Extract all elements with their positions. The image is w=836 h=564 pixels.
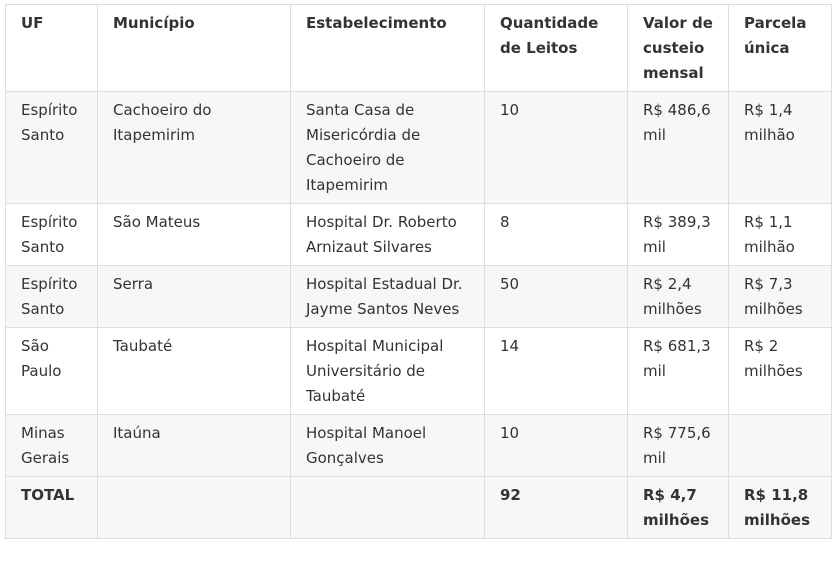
table-row: Minas Gerais Itaúna Hospital Manoel Gonç…: [5, 414, 832, 477]
table-header: UF Município Estabelecimento Quantidade …: [5, 4, 832, 92]
cell-estabelecimento: Santa Casa de Misericórdia de Cachoeiro …: [290, 91, 485, 204]
cell-custeio: R$ 775,6 mil: [627, 414, 729, 477]
cell-municipio: Taubaté: [97, 327, 291, 415]
cell-estabelecimento: Hospital Estadual Dr. Jayme Santos Neves: [290, 265, 485, 328]
cell-municipio: Cachoeiro do Itapemirim: [97, 91, 291, 204]
cell-custeio: R$ 486,6 mil: [627, 91, 729, 204]
cell-estabelecimento: Hospital Manoel Gonçalves: [290, 414, 485, 477]
header-row: UF Município Estabelecimento Quantidade …: [5, 4, 832, 92]
cell-municipio: Itaúna: [97, 414, 291, 477]
cell-uf: Minas Gerais: [5, 414, 98, 477]
header-valor-custeio: Valor de custeio mensal: [627, 4, 729, 92]
table-body: Espírito Santo Cachoeiro do Itapemirim S…: [5, 91, 832, 477]
cell-leitos: 10: [484, 414, 628, 477]
header-estabelecimento: Estabelecimento: [290, 4, 485, 92]
cell-leitos: 8: [484, 203, 628, 266]
cell-custeio: R$ 389,3 mil: [627, 203, 729, 266]
cell-parcela: R$ 2 milhões: [728, 327, 832, 415]
header-municipio: Município: [97, 4, 291, 92]
cell-custeio: R$ 681,3 mil: [627, 327, 729, 415]
total-label: TOTAL: [5, 476, 98, 539]
cell-custeio: R$ 2,4 milhões: [627, 265, 729, 328]
table-row: Espírito Santo Serra Hospital Estadual D…: [5, 265, 832, 328]
hospital-beds-table: UF Município Estabelecimento Quantidade …: [5, 4, 832, 539]
table-row: São Paulo Taubaté Hospital Municipal Uni…: [5, 327, 832, 415]
cell-uf: Espírito Santo: [5, 203, 98, 266]
table-row: Espírito Santo Cachoeiro do Itapemirim S…: [5, 91, 832, 204]
cell-uf: Espírito Santo: [5, 91, 98, 204]
header-parcela-unica: Parcela única: [728, 4, 832, 92]
total-leitos: 92: [484, 476, 628, 539]
table-footer: TOTAL 92 R$ 4,7 milhões R$ 11,8 milhões: [5, 476, 832, 539]
total-parcela: R$ 11,8 milhões: [728, 476, 832, 539]
cell-estabelecimento: Hospital Municipal Universitário de Taub…: [290, 327, 485, 415]
cell-municipio: Serra: [97, 265, 291, 328]
header-quantidade-leitos: Quantidade de Leitos: [484, 4, 628, 92]
total-row: TOTAL 92 R$ 4,7 milhões R$ 11,8 milhões: [5, 476, 832, 539]
header-uf: UF: [5, 4, 98, 92]
cell-parcela: R$ 7,3 milhões: [728, 265, 832, 328]
cell-uf: Espírito Santo: [5, 265, 98, 328]
total-municipio: [97, 476, 291, 539]
cell-parcela: R$ 1,4 milhão: [728, 91, 832, 204]
total-estabelecimento: [290, 476, 485, 539]
cell-estabelecimento: Hospital Dr. Roberto Arnizaut Silvares: [290, 203, 485, 266]
table-row: Espírito Santo São Mateus Hospital Dr. R…: [5, 203, 832, 266]
cell-leitos: 14: [484, 327, 628, 415]
total-custeio: R$ 4,7 milhões: [627, 476, 729, 539]
cell-leitos: 10: [484, 91, 628, 204]
cell-municipio: São Mateus: [97, 203, 291, 266]
cell-uf: São Paulo: [5, 327, 98, 415]
cell-leitos: 50: [484, 265, 628, 328]
cell-parcela: [728, 414, 832, 477]
cell-parcela: R$ 1,1 milhão: [728, 203, 832, 266]
